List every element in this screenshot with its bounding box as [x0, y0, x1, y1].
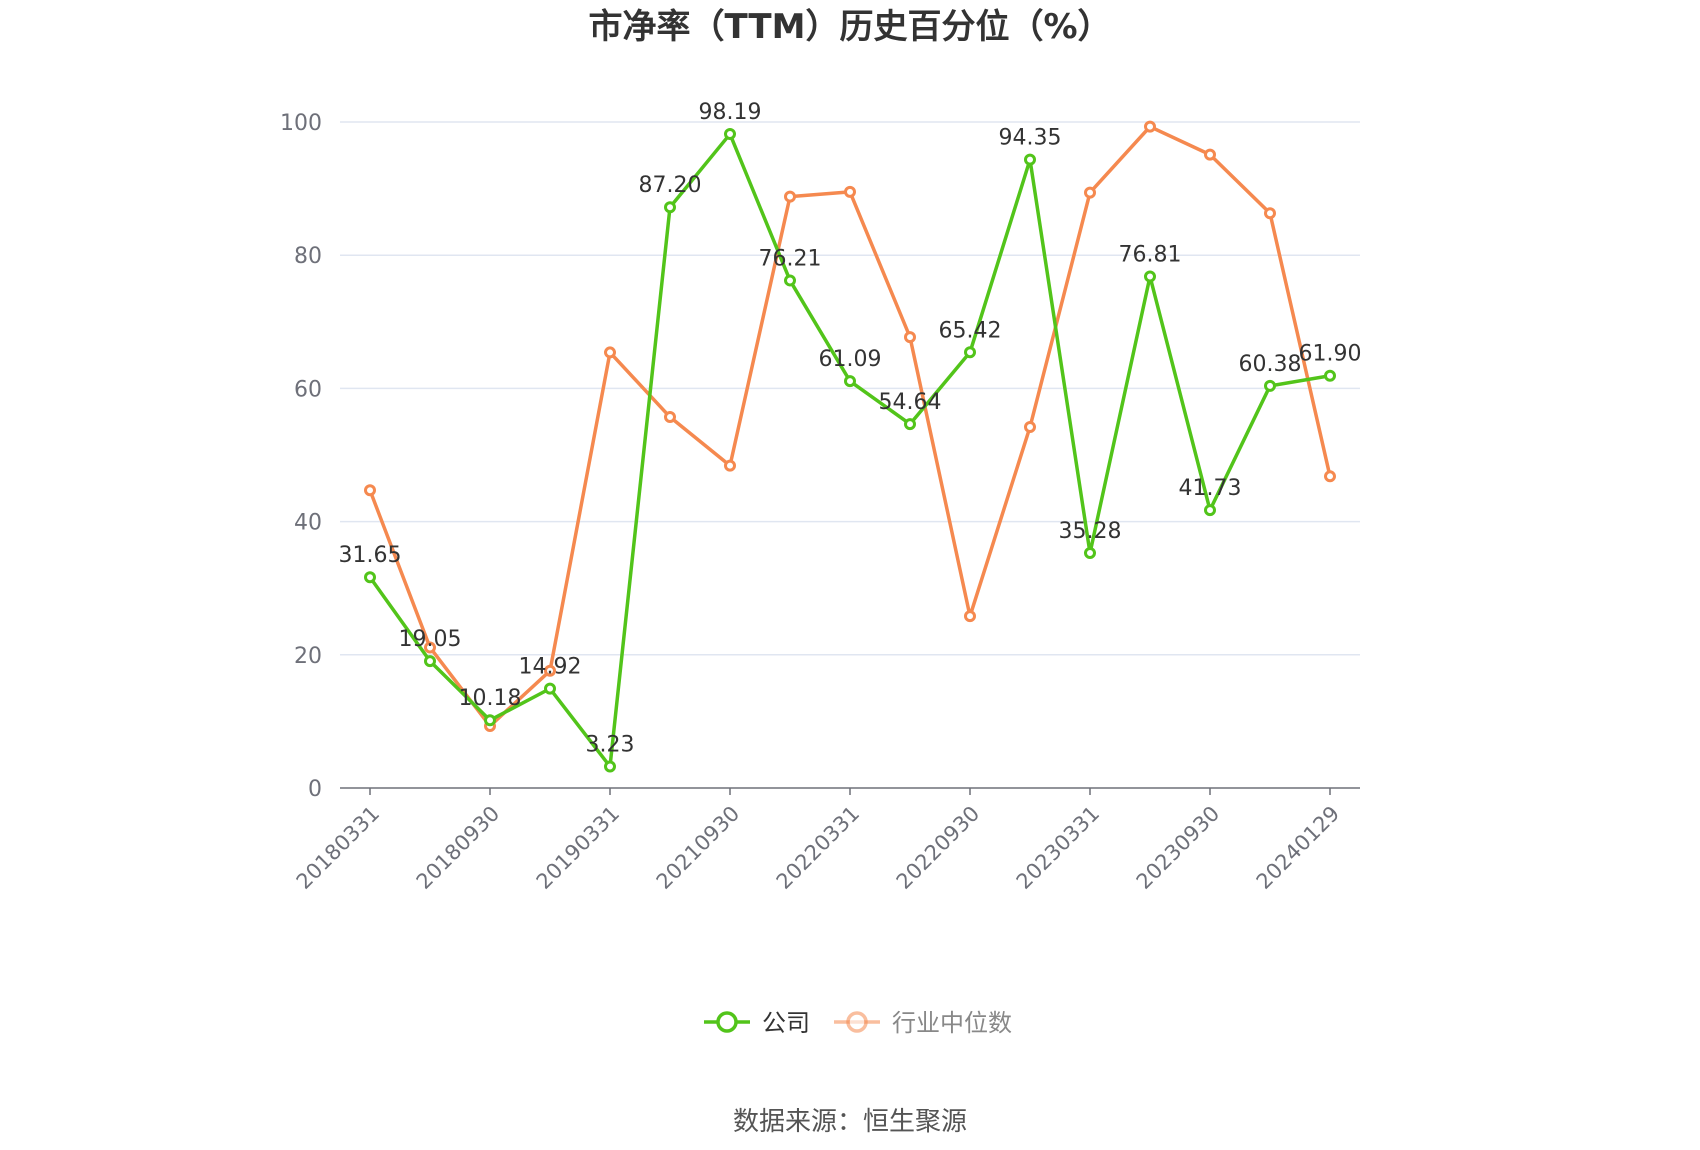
data-label: 61.09	[819, 347, 882, 372]
source-note: 数据来源：恒生聚源	[733, 1107, 967, 1137]
data-point-0	[544, 682, 556, 695]
y-tick-label: 60	[294, 377, 322, 402]
data-point-0	[424, 655, 436, 668]
data-label: 76.81	[1119, 242, 1182, 267]
grid-lines	[340, 121, 1360, 656]
data-point-0	[844, 375, 856, 388]
data-point-1	[1024, 421, 1036, 434]
data-label: 10.18	[459, 686, 522, 711]
data-point-0	[904, 418, 916, 431]
data-point-0	[724, 128, 736, 141]
x-tick-label: 20180930	[412, 801, 505, 894]
data-point-0	[1144, 270, 1156, 283]
plot-area	[364, 120, 1336, 773]
y-tick-label: 20	[294, 644, 322, 669]
legend-label: 行业中位数	[892, 1009, 1012, 1037]
data-point-1	[964, 610, 976, 623]
data-label: 31.65	[339, 543, 402, 568]
x-tick-label: 20230331	[1012, 801, 1105, 894]
data-point-1	[1324, 470, 1336, 483]
data-point-0	[664, 201, 676, 214]
legend: 公司 行业中位数	[704, 1009, 1012, 1037]
data-label: 41.73	[1179, 476, 1242, 501]
x-tick-label: 20190331	[532, 801, 625, 894]
data-point-1	[604, 346, 616, 359]
legend-marker	[716, 1011, 738, 1033]
data-point-0	[964, 346, 976, 359]
data-label: 87.20	[639, 173, 702, 198]
data-point-1	[1144, 120, 1156, 133]
data-label: 94.35	[999, 126, 1062, 151]
data-label: 35.28	[1059, 519, 1122, 544]
data-point-0	[604, 760, 616, 773]
data-point-1	[784, 190, 796, 203]
data-labels: 31.65 19.05 10.18 14.92 3.23 87.20 98.19 76.21 6…	[339, 100, 1362, 757]
data-point-1	[664, 411, 676, 424]
data-point-1	[1204, 148, 1216, 161]
data-point-1	[364, 484, 376, 497]
data-point-1	[724, 459, 736, 472]
data-label: 3.23	[586, 732, 635, 757]
data-point-0	[1324, 369, 1336, 382]
data-point-1	[904, 331, 916, 344]
legend-marker	[846, 1011, 868, 1033]
data-label: 76.21	[759, 246, 822, 271]
x-tick-label: 20180331	[292, 801, 385, 894]
data-point-0	[1204, 504, 1216, 517]
data-label: 65.42	[939, 318, 1002, 343]
x-tick-label: 20220930	[892, 801, 985, 894]
data-label: 61.90	[1299, 342, 1362, 367]
data-point-0	[1024, 153, 1036, 166]
y-tick-label: 40	[294, 511, 322, 536]
legend-label: 公司	[762, 1009, 810, 1037]
x-tick-label: 20210930	[652, 801, 745, 894]
y-tick-label: 0	[308, 777, 322, 802]
data-point-1	[424, 641, 436, 654]
data-label: 98.19	[699, 100, 762, 125]
data-label: 60.38	[1239, 352, 1302, 377]
data-point-1	[1264, 207, 1276, 220]
data-label: 54.64	[879, 390, 942, 415]
data-point-1	[1084, 186, 1096, 199]
data-label: 14.92	[519, 655, 582, 680]
y-axis: 0 20 40 60 80 100	[280, 111, 322, 802]
data-point-1	[844, 185, 856, 198]
x-tick-label: 20220331	[772, 801, 865, 894]
x-tick-label: 20240129	[1252, 801, 1345, 894]
data-point-0	[364, 571, 376, 584]
data-point-0	[1264, 379, 1276, 392]
data-point-0	[1084, 547, 1096, 560]
y-tick-label: 80	[294, 244, 322, 269]
y-tick-label: 100	[280, 111, 322, 136]
data-point-1	[544, 664, 556, 677]
data-point-0	[484, 714, 496, 727]
data-point-0	[784, 274, 796, 287]
data-label: 19.05	[399, 627, 462, 652]
x-axis: 20180331 20180930 20190331 20210930 20220331…	[292, 787, 1360, 894]
series-line-0	[368, 132, 1331, 769]
series-line-1	[368, 124, 1332, 728]
chart-title: 市净率（TTM）历史百分位（%）	[588, 7, 1111, 47]
x-tick-label: 20230930	[1132, 801, 1225, 894]
